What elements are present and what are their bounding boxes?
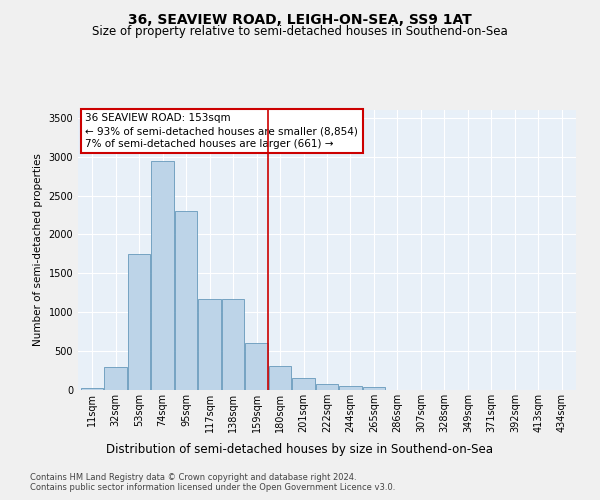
Text: Contains HM Land Registry data © Crown copyright and database right 2024.: Contains HM Land Registry data © Crown c…: [30, 472, 356, 482]
Bar: [81, 388, 103, 390]
Bar: [175, 211, 197, 390]
Bar: [292, 378, 314, 390]
Bar: [199, 299, 221, 390]
Bar: [151, 160, 174, 390]
Bar: [363, 387, 385, 390]
Bar: [128, 254, 150, 390]
Bar: [269, 366, 291, 390]
Text: Size of property relative to semi-detached houses in Southend-on-Sea: Size of property relative to semi-detach…: [92, 25, 508, 38]
Text: Contains public sector information licensed under the Open Government Licence v3: Contains public sector information licen…: [30, 482, 395, 492]
Bar: [316, 384, 338, 390]
Text: 36 SEAVIEW ROAD: 153sqm
← 93% of semi-detached houses are smaller (8,854)
7% of : 36 SEAVIEW ROAD: 153sqm ← 93% of semi-de…: [85, 113, 358, 149]
Bar: [104, 366, 127, 390]
Y-axis label: Number of semi-detached properties: Number of semi-detached properties: [33, 154, 43, 346]
Bar: [222, 299, 244, 390]
Bar: [245, 342, 268, 390]
Bar: [340, 386, 362, 390]
Text: 36, SEAVIEW ROAD, LEIGH-ON-SEA, SS9 1AT: 36, SEAVIEW ROAD, LEIGH-ON-SEA, SS9 1AT: [128, 12, 472, 26]
Text: Distribution of semi-detached houses by size in Southend-on-Sea: Distribution of semi-detached houses by …: [107, 442, 493, 456]
